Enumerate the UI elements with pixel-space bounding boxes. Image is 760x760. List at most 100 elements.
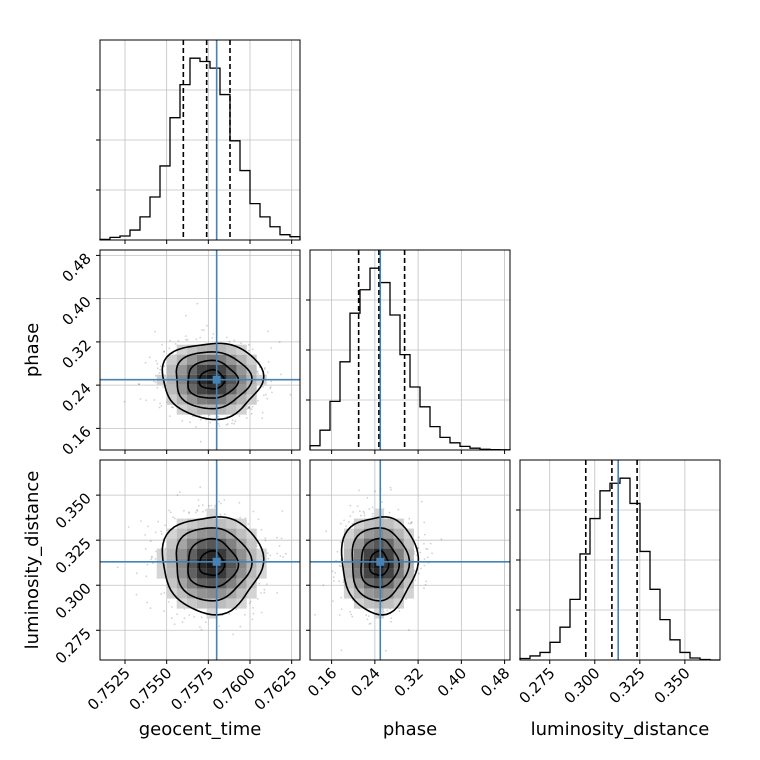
scatter-point	[193, 616, 196, 618]
density-cell	[373, 518, 384, 529]
panel-frame-phase	[309, 249, 511, 451]
panel-frame-joint-geo-dist	[99, 459, 301, 661]
scatter-point	[228, 612, 231, 615]
scatter-point	[195, 338, 198, 341]
scatter-point	[423, 542, 425, 545]
density-cell	[196, 404, 207, 415]
scatter-point	[417, 547, 420, 549]
scatter-point	[345, 525, 347, 527]
scatter-point	[160, 405, 163, 407]
contour-level-3	[351, 527, 411, 602]
density-cell	[196, 588, 207, 599]
scatter-point	[264, 539, 267, 542]
scatter-point	[173, 623, 176, 626]
scatter-point	[410, 521, 413, 523]
scatter-point	[270, 347, 273, 349]
scatter-point	[419, 551, 422, 554]
density-cell	[246, 384, 257, 395]
scatter-point	[188, 614, 191, 616]
scatter-point	[390, 620, 392, 623]
scatter-point	[278, 545, 281, 547]
x-axis-label-phase: phase	[383, 719, 437, 740]
scatter-point	[252, 607, 255, 609]
scatter-point	[374, 490, 376, 493]
density-cell	[166, 558, 177, 569]
scatter-point	[159, 365, 162, 368]
scatter-point	[200, 628, 203, 631]
truth-marker	[212, 375, 221, 384]
scatter-point	[159, 368, 162, 371]
density-cell	[226, 538, 237, 549]
scatter-point	[285, 552, 287, 555]
scatter-point	[203, 329, 205, 331]
scatter-point	[408, 517, 411, 520]
scatter-point	[263, 588, 266, 591]
contour-level-4	[161, 516, 265, 616]
scatter-point	[199, 418, 202, 421]
scatter-point	[266, 371, 269, 374]
truth-marker	[212, 557, 221, 566]
scatter-point	[262, 394, 265, 397]
scatter-point	[251, 618, 254, 621]
scatter-point	[426, 548, 429, 551]
density-cell	[166, 394, 177, 405]
x-tick-label: 0.32	[391, 664, 427, 700]
density-cell	[226, 344, 237, 355]
y-axis-label-phase: phase	[22, 323, 43, 377]
panel-frame-geocent_time	[99, 39, 301, 241]
scatter-point	[417, 536, 420, 539]
scatter-point	[269, 554, 272, 557]
scatter-point	[231, 419, 234, 422]
density-cell	[206, 404, 217, 415]
scatter-point	[248, 405, 251, 408]
scatter-point	[171, 406, 173, 409]
density-cell	[206, 508, 217, 519]
density-cell	[226, 568, 237, 579]
density-cell	[166, 354, 177, 365]
scatter-point	[257, 372, 259, 375]
scatter-point	[414, 579, 417, 582]
density-cell	[216, 538, 227, 549]
density-cell	[216, 384, 227, 395]
density-cell	[196, 598, 207, 609]
panel-frame-joint-phase-dist	[309, 459, 511, 661]
scatter-point	[425, 547, 427, 550]
contour-level-4	[340, 516, 420, 616]
density-cell	[363, 598, 374, 609]
density-cell	[196, 518, 207, 529]
scatter-point	[163, 351, 165, 353]
scatter-point	[238, 501, 241, 504]
density-cell	[176, 394, 187, 405]
scatter-point	[234, 420, 237, 423]
scatter-point	[340, 608, 343, 611]
scatter-point	[250, 408, 253, 411]
x-tick-label: 0.24	[347, 664, 383, 700]
scatter-point	[163, 592, 166, 594]
scatter-point	[244, 517, 247, 519]
scatter-point	[440, 538, 443, 541]
density-cell	[353, 588, 364, 599]
scatter-point	[161, 343, 163, 346]
density-cell	[236, 394, 247, 405]
scatter-point	[410, 521, 413, 524]
density-cell	[353, 518, 364, 529]
scatter-point	[314, 613, 316, 616]
density-cell	[363, 578, 374, 589]
density-cell	[403, 578, 414, 589]
scatter-point	[151, 556, 153, 559]
scatter-point	[116, 566, 119, 569]
scatter-point	[267, 330, 269, 333]
scatter-point	[228, 340, 231, 343]
density-cell	[156, 568, 167, 579]
density-cell	[246, 354, 257, 365]
scatter-point	[269, 387, 272, 390]
density-cell	[186, 548, 197, 559]
scatter-point	[226, 423, 229, 425]
scatter-point	[270, 380, 273, 383]
density-cell	[393, 518, 404, 529]
contour-level-2	[187, 537, 240, 589]
scatter-point	[369, 622, 372, 625]
density-cell	[393, 548, 404, 559]
scatter-point	[260, 528, 263, 531]
scatter-point	[388, 511, 391, 514]
